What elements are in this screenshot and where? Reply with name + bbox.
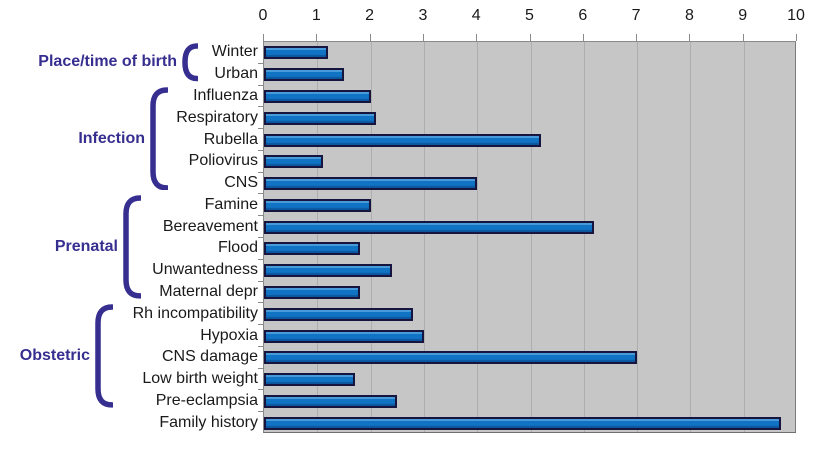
group-brace-prenatal [123,195,141,300]
y-tick-mark [258,324,263,325]
row-label-pre-eclampsia: Pre-eclampsia [155,391,258,409]
x-tick-label: 2 [365,7,375,24]
y-tick-mark [258,193,263,194]
gridline [584,42,585,432]
x-tick-mark [742,34,744,41]
x-tick-mark [529,34,531,41]
bar-winter [264,46,328,60]
plot-area [263,41,796,433]
x-tick-label: 4 [471,7,481,24]
category-label-obstetric: Obstetric [19,347,90,365]
x-tick-mark [689,34,691,41]
y-tick-mark [258,411,263,412]
bar-hypoxia [264,329,424,343]
bar-flood [264,242,360,256]
x-tick-label: 10 [787,7,805,24]
bar-maternal-depr [264,285,360,299]
bar-influenza [264,89,371,103]
x-tick-label: 9 [738,7,748,24]
y-tick-mark [258,389,263,390]
bar-cns-damage [264,351,638,365]
category-label-place-time-of-birth: Place/time of birth [38,53,177,71]
bar-cns [264,177,478,191]
gridline [477,42,478,432]
x-tick-mark [369,34,371,41]
x-tick-mark [582,34,584,41]
group-brace-obstetric [95,304,113,408]
y-tick-mark [258,172,263,173]
row-label-respiratory: Respiratory [176,108,258,126]
row-label-cns-damage: CNS damage [161,348,258,366]
row-label-unwantedness: Unwantedness [152,261,258,279]
row-label-hypoxia: Hypoxia [200,326,258,344]
bar-poliovirus [264,155,323,169]
row-label-rh-incompatibility: Rh incompatibility [132,304,258,322]
category-label-prenatal: Prenatal [54,238,118,256]
group-brace-place-time-of-birth [182,43,198,82]
x-tick-label: 1 [311,7,321,24]
bar-rubella [264,133,542,147]
row-label-urban: Urban [214,65,258,83]
row-label-cns: CNS [224,174,258,192]
row-label-low-birth-weight: Low birth weight [142,370,258,388]
y-tick-mark [258,237,263,238]
gridline [371,42,372,432]
category-label-infection: Infection [78,129,145,147]
y-tick-mark [258,106,263,107]
group-brace-infection [150,86,168,191]
x-tick-label: 5 [525,7,534,24]
y-tick-mark [258,63,263,64]
x-tick-label: 3 [418,7,428,24]
gridline [424,42,425,432]
y-tick-mark [258,259,263,260]
x-tick-mark [422,34,424,41]
x-tick-mark [636,34,638,41]
x-tick-label: 6 [578,7,588,24]
x-tick-mark [263,34,264,41]
bar-bereavement [264,220,595,234]
y-tick-mark [258,215,263,216]
y-tick-mark [258,85,263,86]
row-label-winter: Winter [211,43,258,61]
row-label-influenza: Influenza [193,86,258,104]
x-tick-label: 0 [258,7,268,24]
bar-respiratory [264,111,376,125]
row-label-flood: Flood [217,239,258,257]
y-tick-mark [258,302,263,303]
x-tick-mark [796,34,797,41]
y-tick-mark [258,368,263,369]
bar-unwantedness [264,264,392,278]
bar-rh-incompatibility [264,307,414,321]
y-tick-mark [258,128,263,129]
row-label-rubella: Rubella [203,130,258,148]
bar-urban [264,68,344,82]
row-label-poliovirus: Poliovirus [188,152,258,170]
gridline [637,42,638,432]
gridline [690,42,691,432]
row-label-family-history: Family history [159,413,258,431]
bar-family-history [264,416,781,430]
gridline [531,42,532,432]
x-tick-label: 8 [684,7,694,24]
x-tick-label: 7 [631,7,641,24]
bar-low-birth-weight [264,373,355,387]
row-label-bereavement: Bereavement [162,217,258,235]
bar-famine [264,198,371,212]
gridline [744,42,745,432]
bar-pre-eclampsia [264,394,398,408]
x-tick-mark [476,34,478,41]
x-tick-mark [316,34,318,41]
row-label-famine: Famine [204,195,258,213]
y-tick-mark [258,150,263,151]
row-label-maternal-depr: Maternal depr [159,282,258,300]
y-tick-mark [258,281,263,282]
y-tick-mark [258,346,263,347]
gridline [317,42,318,432]
